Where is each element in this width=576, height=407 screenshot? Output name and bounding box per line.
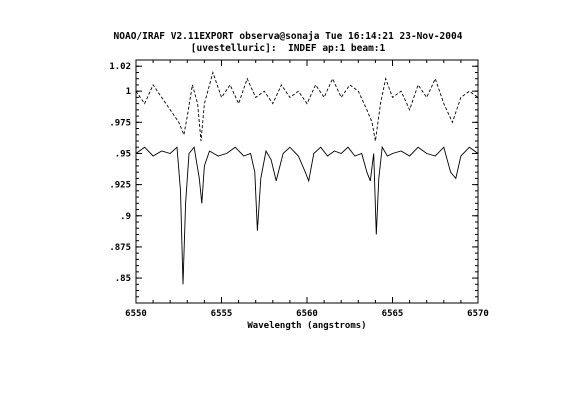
y-tick-label: .875 [109,243,131,253]
y-tick-label: .925 [109,181,131,191]
x-axis-label: Wavelength (angstroms) [247,321,366,331]
y-tick-label: 1.02 [109,62,131,72]
y-tick-label: 1 [126,87,131,97]
y-tick-label: .9 [120,212,131,222]
x-tick-label: 6565 [382,309,404,319]
chart-subtitle: [uvestelluric]: INDEF ap:1 beam:1 [190,43,386,54]
series-line-dashed [135,70,479,142]
y-axis: .85 .875 .9 .925 .95 .975 1 1.02 [109,59,478,304]
chart-title: NOAO/IRAF V2.11EXPORT observa@sonaja Tue… [113,31,463,42]
x-tick-label: 6570 [467,309,489,319]
y-tick-label: .85 [115,274,131,284]
x-axis: 6550 6555 6560 6565 6570 [125,60,489,319]
x-tick-label: 6550 [125,309,147,319]
series-line-solid [135,145,479,285]
x-tick-label: 6555 [211,309,233,319]
x-tick-label: 6560 [296,309,318,319]
y-tick-label: .95 [115,149,131,159]
y-tick-label: .975 [109,118,131,128]
series-group [135,70,479,285]
